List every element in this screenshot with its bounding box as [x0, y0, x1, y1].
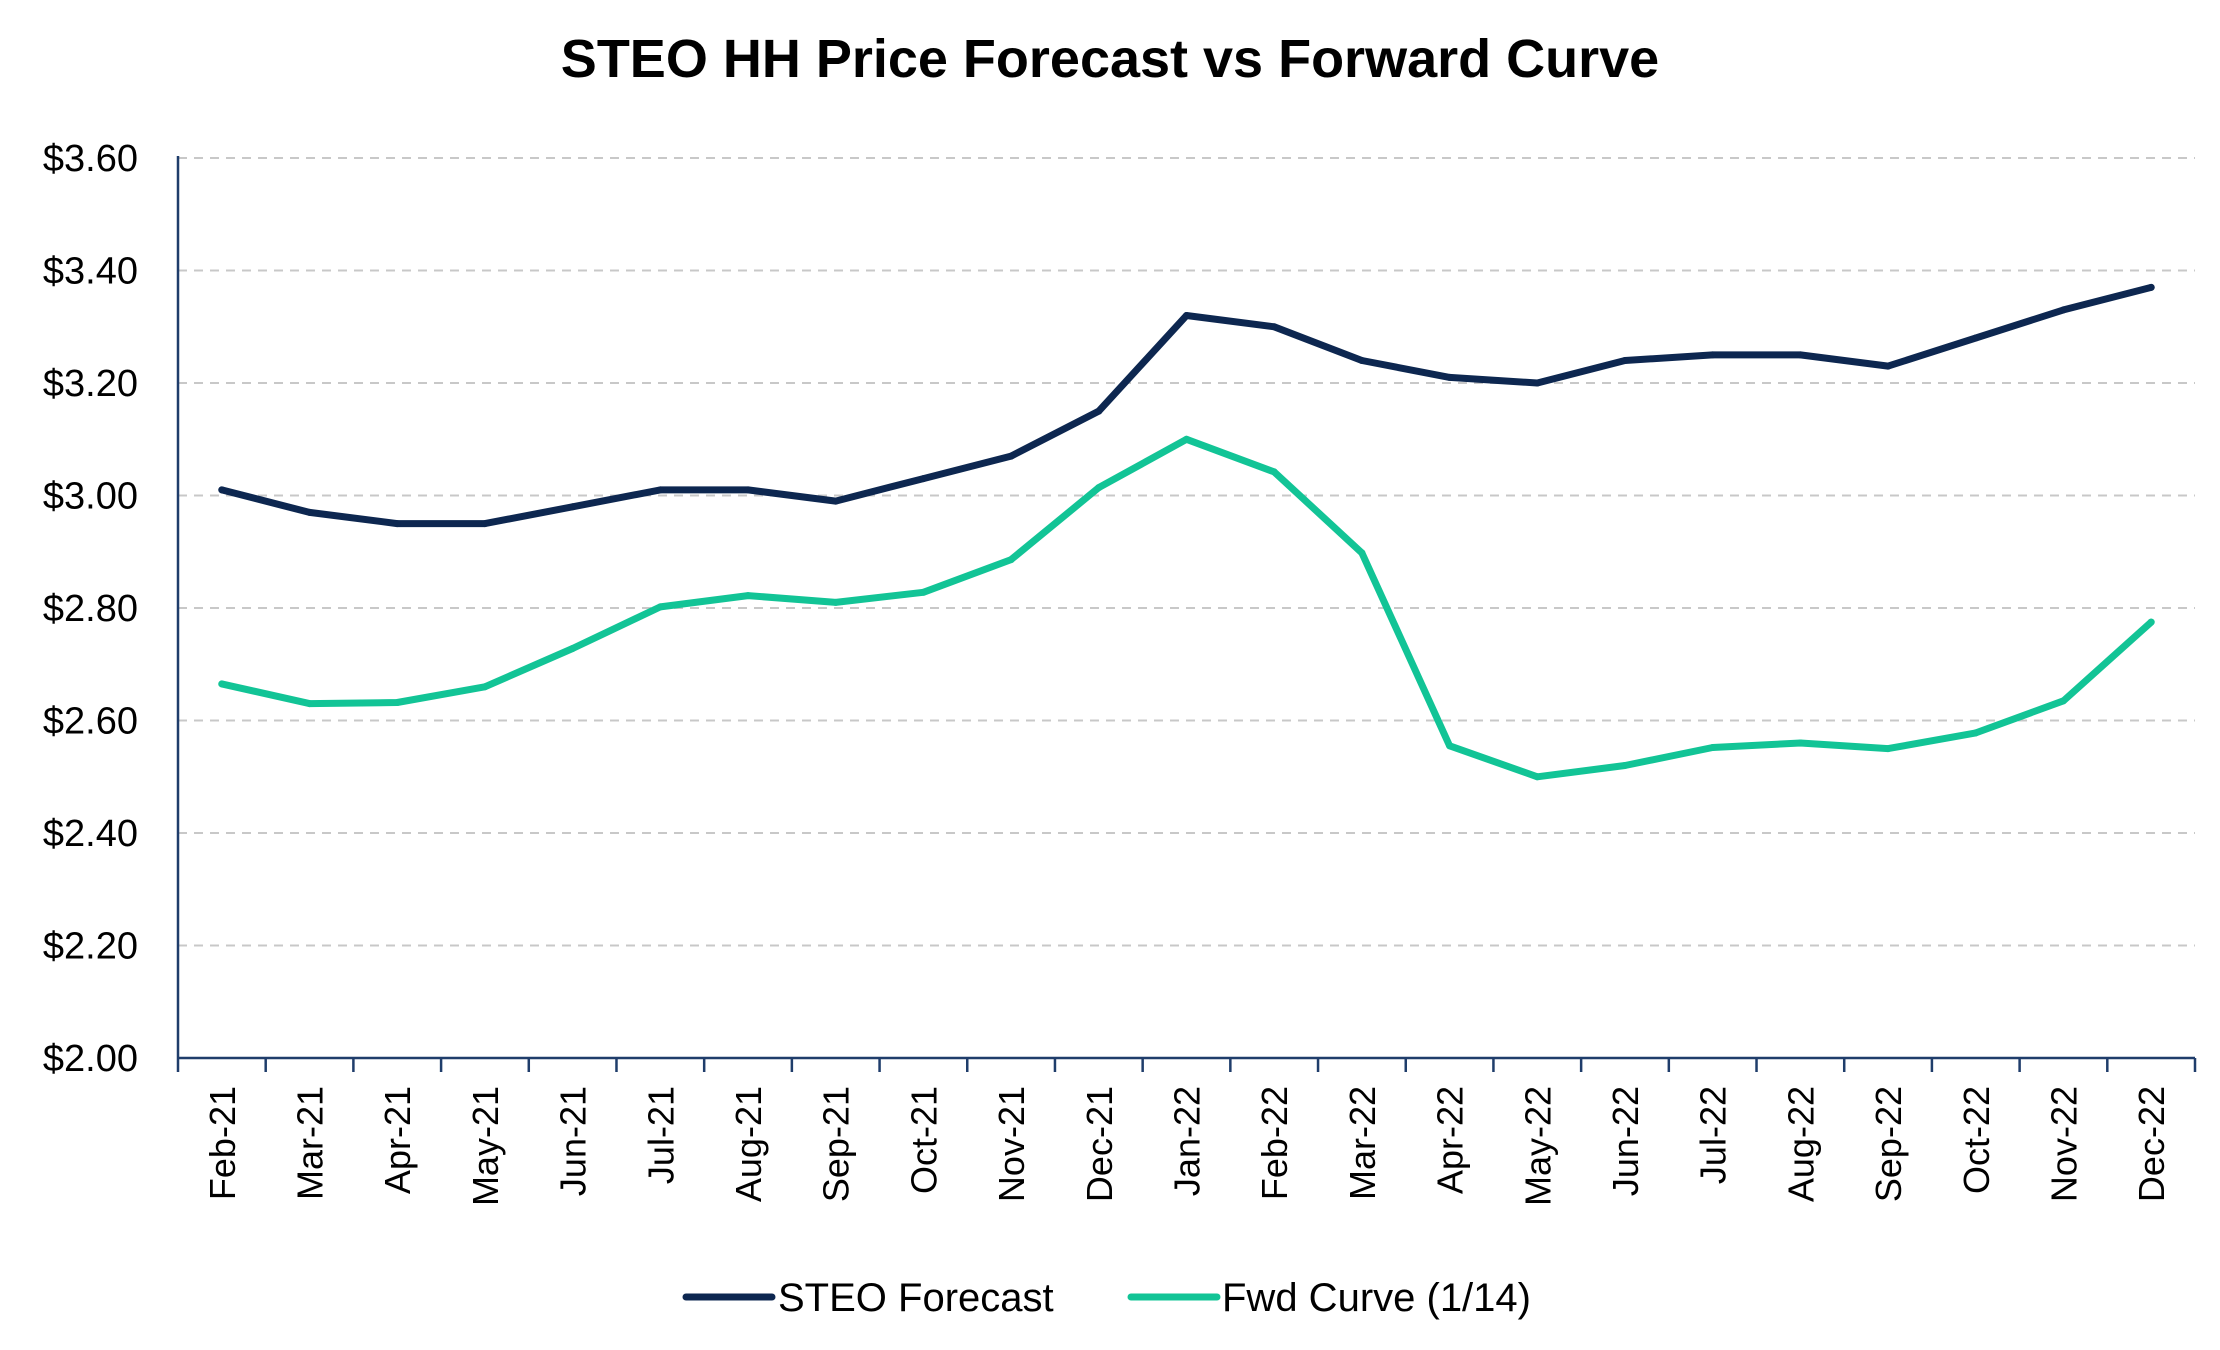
data-point — [1095, 484, 1103, 492]
x-tick-label: Dec-21 — [1079, 1086, 1120, 1202]
x-tick-label: Mar-22 — [1342, 1086, 1383, 1200]
data-point — [1446, 742, 1454, 750]
y-tick-label: $2.60 — [43, 701, 138, 743]
data-point — [1621, 762, 1629, 769]
data-point — [744, 592, 752, 600]
data-point — [1183, 435, 1190, 443]
data-point — [306, 700, 314, 708]
y-tick-label: $2.40 — [43, 813, 138, 855]
x-tick-label: May-21 — [465, 1086, 506, 1206]
data-point — [1972, 729, 1980, 737]
data-point — [1533, 773, 1541, 781]
x-tick-label: Feb-21 — [202, 1086, 243, 1200]
x-tick-label: Jul-22 — [1693, 1086, 1734, 1184]
data-point — [919, 475, 927, 483]
y-tick-label: $3.00 — [43, 476, 138, 518]
data-point — [2147, 283, 2155, 291]
data-point — [919, 588, 927, 596]
x-tick-label: Sep-22 — [1868, 1086, 1909, 1202]
x-tick-label: Aug-22 — [1780, 1086, 1821, 1202]
x-tick-label: Apr-21 — [377, 1086, 418, 1194]
data-point — [2059, 697, 2067, 705]
x-tick-label: Nov-22 — [2043, 1086, 2084, 1202]
data-point — [1709, 744, 1717, 751]
gridlines — [178, 157, 2195, 947]
x-tick-label: Mar-21 — [290, 1086, 331, 1200]
data-point — [1621, 357, 1629, 364]
x-tick-label: Oct-21 — [903, 1086, 944, 1194]
data-point — [1709, 351, 1717, 359]
x-tick-label: Dec-22 — [2131, 1086, 2172, 1202]
data-point — [2147, 618, 2155, 626]
x-tick-label: Jul-21 — [640, 1086, 681, 1184]
data-point — [656, 486, 664, 494]
y-tick-label: $3.60 — [43, 138, 138, 180]
x-tick-label: Nov-21 — [991, 1086, 1032, 1202]
data-point — [1270, 468, 1278, 476]
data-point — [481, 520, 489, 528]
legend-label: Fwd Curve (1/14) — [1222, 1276, 1531, 1320]
data-point — [832, 497, 840, 505]
data-point — [1270, 323, 1278, 331]
y-tick-label: $2.20 — [43, 926, 138, 968]
data-point — [1007, 556, 1015, 564]
data-point — [1533, 379, 1541, 387]
y-tick-label: $2.00 — [43, 1038, 138, 1080]
x-tick-label: Apr-22 — [1430, 1086, 1471, 1194]
data-point — [1884, 745, 1892, 753]
x-tick-label: Aug-21 — [728, 1086, 769, 1202]
series-line-0 — [218, 283, 2155, 528]
y-tick-label: $3.40 — [43, 251, 138, 293]
legend: STEO Forecast Fwd Curve (1/14) — [682, 1276, 1531, 1320]
data-point — [218, 680, 226, 688]
data-point — [656, 603, 664, 611]
data-point — [1183, 312, 1190, 319]
x-tick-label: Jan-22 — [1167, 1086, 1208, 1196]
data-point — [1796, 351, 1804, 359]
legend-label: STEO Forecast — [778, 1276, 1054, 1320]
data-point — [832, 598, 840, 606]
x-tick-label: Feb-22 — [1254, 1086, 1295, 1200]
data-point — [1796, 739, 1804, 747]
data-point — [1972, 334, 1980, 342]
data-point — [1007, 452, 1015, 460]
axes: $2.00 $2.20 $2.40 $2.60 $2.80 $3.00 $3.20 $3.40… — [43, 138, 2197, 1206]
x-tick-label: Oct-22 — [1956, 1086, 1997, 1194]
data-point — [569, 503, 577, 511]
data-point — [1446, 373, 1454, 381]
data-point — [2059, 306, 2067, 314]
x-tick-label: May-22 — [1517, 1086, 1558, 1206]
data-point — [393, 699, 401, 706]
y-tick-label: $2.80 — [43, 588, 138, 630]
x-tick-label: Jun-22 — [1605, 1086, 1646, 1196]
data-point — [393, 520, 401, 528]
series-lines — [218, 283, 2155, 781]
data-point — [744, 486, 752, 494]
y-tick-label: $3.20 — [43, 363, 138, 405]
data-point — [218, 486, 226, 494]
data-point — [1095, 407, 1103, 415]
chart-title: STEO HH Price Forecast vs Forward Curve — [560, 29, 1660, 89]
data-point — [306, 508, 314, 516]
data-point — [481, 683, 489, 691]
data-point — [569, 645, 577, 652]
data-point — [1358, 357, 1366, 364]
data-point — [1358, 549, 1366, 557]
x-tick-label: Sep-21 — [816, 1086, 857, 1202]
data-point — [1884, 362, 1892, 370]
x-tick-label: Jun-21 — [553, 1086, 594, 1196]
